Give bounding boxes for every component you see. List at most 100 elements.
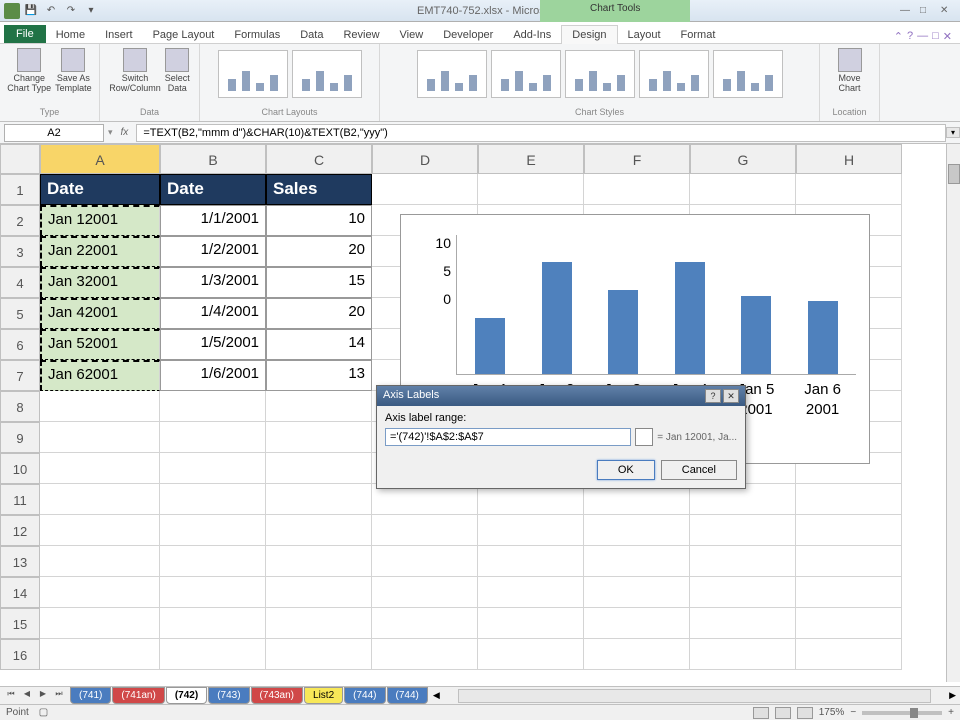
row-header[interactable]: 12: [0, 515, 40, 546]
formula-expand-icon[interactable]: ▾: [946, 127, 960, 138]
dialog-close-icon[interactable]: ✕: [723, 389, 739, 403]
cell[interactable]: [40, 577, 160, 608]
cell[interactable]: [160, 422, 266, 453]
tab-scroll-icon[interactable]: ◀: [429, 690, 444, 701]
cell[interactable]: [372, 577, 478, 608]
cell[interactable]: [266, 391, 372, 422]
sheet-tab[interactable]: (741an): [112, 687, 164, 704]
cell[interactable]: [40, 608, 160, 639]
cell[interactable]: 1/5/2001: [160, 329, 266, 360]
cell[interactable]: 20: [266, 298, 372, 329]
cell[interactable]: 1/1/2001: [160, 205, 266, 236]
cell[interactable]: [584, 639, 690, 670]
cell[interactable]: 15: [266, 267, 372, 298]
range-selector-icon[interactable]: [635, 428, 653, 446]
cell[interactable]: 10: [266, 205, 372, 236]
zoom-in-icon[interactable]: +: [948, 707, 954, 718]
cell[interactable]: [478, 577, 584, 608]
cell[interactable]: [160, 639, 266, 670]
row-header[interactable]: 3: [0, 236, 40, 267]
fx-icon[interactable]: fx: [113, 127, 137, 138]
chart-style-option[interactable]: [417, 50, 487, 98]
cell[interactable]: [160, 484, 266, 515]
doc-min-icon[interactable]: —: [917, 30, 928, 43]
formula-input[interactable]: =TEXT(B2,"mmm d")&CHAR(10)&TEXT(B2,"yyy"…: [136, 124, 946, 142]
cell[interactable]: Jan 42001: [40, 298, 160, 329]
tab-data[interactable]: Data: [290, 26, 333, 44]
cell[interactable]: [160, 608, 266, 639]
tab-format[interactable]: Format: [671, 26, 726, 44]
cell[interactable]: Jan 62001: [40, 360, 160, 391]
ribbon-btn-save-as[interactable]: Save AsTemplate: [55, 48, 92, 94]
cell[interactable]: [372, 546, 478, 577]
close-icon[interactable]: ✕: [940, 5, 952, 17]
tab-insert[interactable]: Insert: [95, 26, 143, 44]
redo-icon[interactable]: ↷: [62, 3, 80, 19]
column-header[interactable]: B: [160, 144, 266, 174]
minimize-icon[interactable]: —: [900, 5, 912, 17]
cell[interactable]: [690, 515, 796, 546]
macro-record-icon[interactable]: ▢: [39, 707, 48, 718]
ribbon-btn-select[interactable]: SelectData: [165, 48, 190, 94]
cell[interactable]: [266, 515, 372, 546]
cell[interactable]: Date: [160, 174, 266, 205]
column-header[interactable]: G: [690, 144, 796, 174]
chart-style-option[interactable]: [218, 50, 288, 98]
vertical-scrollbar[interactable]: [946, 144, 960, 682]
tab-layout[interactable]: Layout: [618, 26, 671, 44]
cell[interactable]: Jan 22001: [40, 236, 160, 267]
tab-page-layout[interactable]: Page Layout: [143, 26, 225, 44]
cell[interactable]: [266, 577, 372, 608]
row-header[interactable]: 8: [0, 391, 40, 422]
dialog-titlebar[interactable]: Axis Labels ? ✕: [377, 386, 745, 406]
cell[interactable]: [160, 515, 266, 546]
cell[interactable]: Sales: [266, 174, 372, 205]
zoom-out-icon[interactable]: −: [850, 707, 856, 718]
sheet-tab[interactable]: (744): [344, 687, 385, 704]
column-header[interactable]: A: [40, 144, 160, 174]
cell[interactable]: [372, 639, 478, 670]
tab-next-icon[interactable]: ▶: [36, 689, 50, 703]
page-layout-view-icon[interactable]: [775, 707, 791, 719]
dialog-help-icon[interactable]: ?: [705, 389, 721, 403]
cell[interactable]: [266, 608, 372, 639]
cell[interactable]: [160, 453, 266, 484]
ribbon-btn-change[interactable]: ChangeChart Type: [7, 48, 51, 94]
cell[interactable]: 14: [266, 329, 372, 360]
chart-style-option[interactable]: [292, 50, 362, 98]
cell[interactable]: [478, 608, 584, 639]
chart-style-option[interactable]: [639, 50, 709, 98]
cell[interactable]: Jan 32001: [40, 267, 160, 298]
sheet-tab[interactable]: (743an): [251, 687, 303, 704]
cell[interactable]: [796, 639, 902, 670]
sheet-tab[interactable]: (743): [208, 687, 249, 704]
undo-icon[interactable]: ↶: [42, 3, 60, 19]
cell[interactable]: [266, 546, 372, 577]
cell[interactable]: [160, 546, 266, 577]
column-header[interactable]: E: [478, 144, 584, 174]
cell[interactable]: [690, 174, 796, 205]
cell[interactable]: [40, 639, 160, 670]
page-break-view-icon[interactable]: [797, 707, 813, 719]
row-header[interactable]: 5: [0, 298, 40, 329]
zoom-level[interactable]: 175%: [819, 707, 845, 718]
cell[interactable]: [584, 608, 690, 639]
cell[interactable]: [690, 608, 796, 639]
doc-max-icon[interactable]: □: [932, 30, 939, 43]
help-icon[interactable]: ?: [907, 30, 913, 43]
sheet-tab[interactable]: (741): [70, 687, 111, 704]
cell[interactable]: [372, 174, 478, 205]
cell[interactable]: [690, 639, 796, 670]
cell[interactable]: [478, 546, 584, 577]
cell[interactable]: [796, 174, 902, 205]
row-header[interactable]: 10: [0, 453, 40, 484]
cell[interactable]: [40, 453, 160, 484]
save-icon[interactable]: 💾: [22, 3, 40, 19]
ribbon-btn-move[interactable]: MoveChart: [838, 48, 862, 94]
sheet-tab[interactable]: (744): [387, 687, 428, 704]
cell[interactable]: [796, 608, 902, 639]
cell[interactable]: 1/6/2001: [160, 360, 266, 391]
tab-developer[interactable]: Developer: [433, 26, 503, 44]
cell[interactable]: [40, 484, 160, 515]
column-header[interactable]: F: [584, 144, 690, 174]
